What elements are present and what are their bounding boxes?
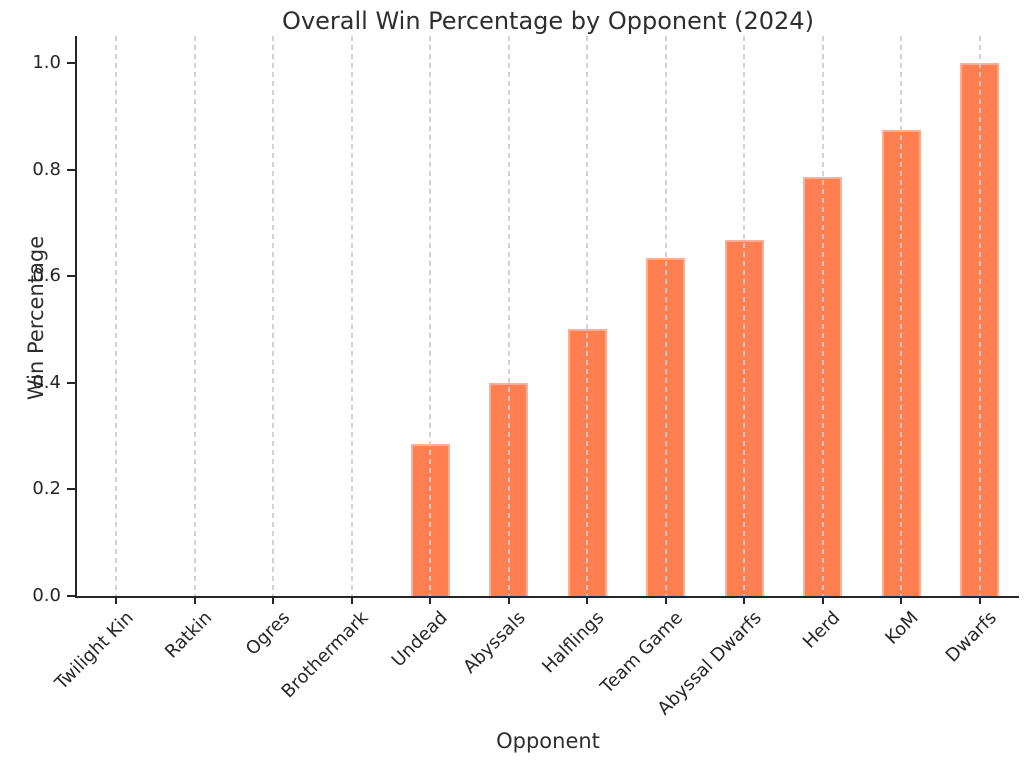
y-tick-mark [67,595,75,597]
gridline [429,36,432,596]
y-tick-label-0.8: 0.8 [32,158,61,180]
x-tick-label-herd: Herd [798,607,844,653]
x-axis-label: Opponent [496,729,600,753]
gridline [664,36,667,596]
y-tick-label-0.0: 0.0 [32,585,61,606]
x-tick-mark [115,598,118,604]
gridline [900,36,903,596]
x-tick-label-twilight-kin: Twilight Kin [50,607,138,694]
chart-title: Overall Win Percentage by Opponent (2024… [282,7,814,35]
x-tick-label-halflings: Halflings [538,607,609,678]
gridline [193,36,196,596]
x-axis-spine [75,596,1019,598]
y-tick-mark [67,168,75,171]
plot-area [77,36,1019,596]
x-tick-mark [507,598,510,604]
x-tick-label-undead: Undead [387,607,452,672]
x-tick-mark [978,598,981,604]
y-axis-spine [75,36,77,598]
gridline [272,36,275,596]
x-tick-mark [664,598,667,604]
gridline [743,36,746,596]
x-tick-mark [193,598,196,604]
y-tick-mark [67,275,75,278]
gridline [586,36,589,596]
gridline [507,36,510,596]
x-tick-label-abyssals: Abyssals [459,607,530,678]
x-tick-label-kom: KoM [881,607,923,649]
y-tick-label-0.2: 0.2 [32,478,61,500]
y-tick-mark [67,62,75,64]
gridline [115,36,118,596]
x-tick-mark [429,598,432,604]
x-tick-mark [900,598,903,604]
gridline [350,36,353,596]
y-tick-mark [67,381,75,384]
y-tick-label-0.6: 0.6 [32,265,61,287]
x-tick-mark [586,598,589,604]
y-tick-label-0.4: 0.4 [32,371,61,393]
x-tick-mark [350,598,353,604]
gridline [978,36,981,596]
gridline [821,36,824,596]
x-tick-label-ratkin: Ratkin [160,607,216,663]
x-tick-mark [272,598,275,604]
x-tick-label-ogres: Ogres [242,607,295,660]
x-tick-label-dwarfs: Dwarfs [941,607,1001,667]
x-tick-mark [743,598,746,604]
x-tick-mark [821,598,824,604]
y-tick-label-1.0: 1.0 [32,52,61,73]
y-tick-mark [67,488,75,491]
